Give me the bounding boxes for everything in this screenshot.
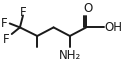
Text: NH₂: NH₂ (59, 49, 81, 62)
Text: OH: OH (104, 21, 122, 34)
Text: F: F (20, 6, 26, 19)
Text: F: F (3, 33, 10, 46)
Text: O: O (84, 2, 93, 15)
Text: F: F (1, 17, 8, 30)
